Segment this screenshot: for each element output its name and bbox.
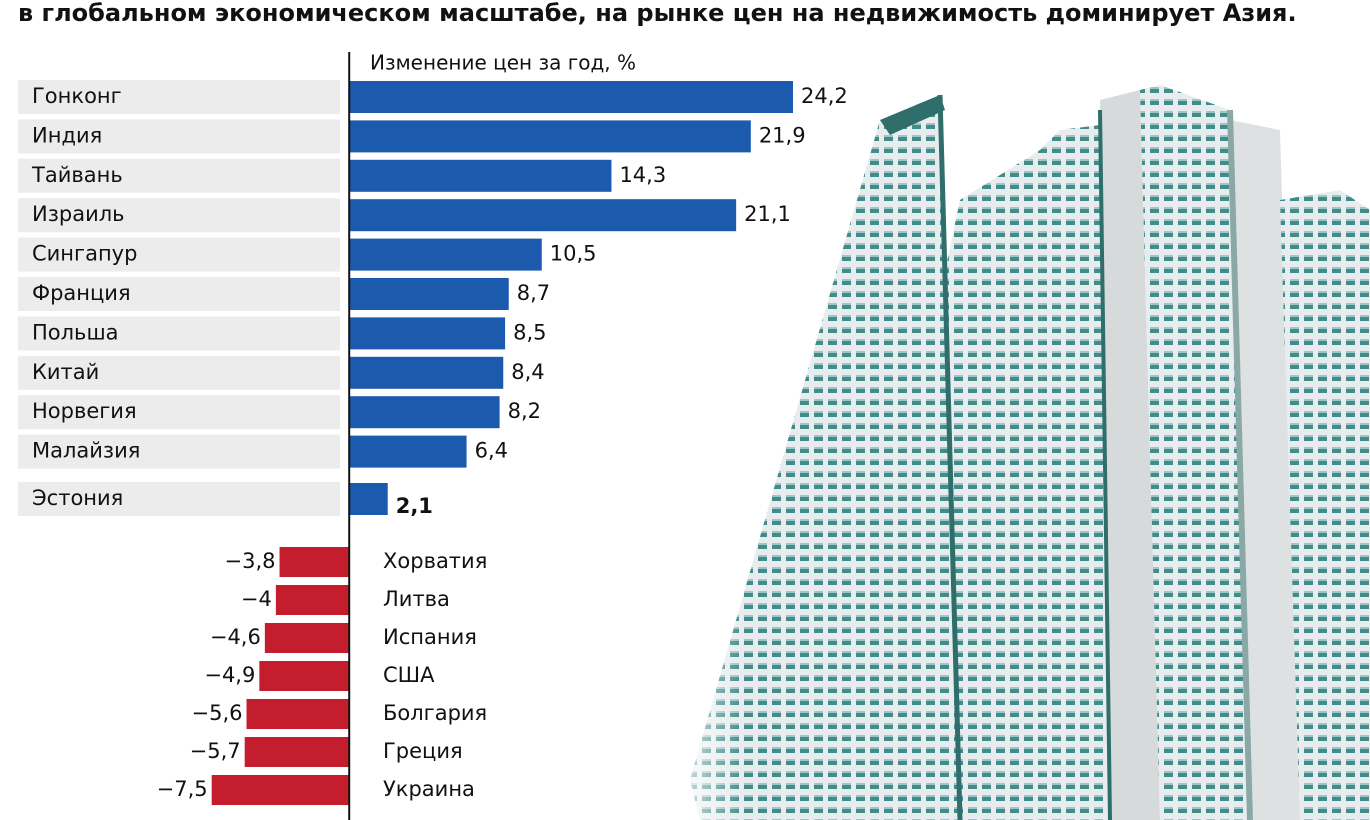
bar <box>259 661 350 691</box>
bar <box>349 278 509 310</box>
bar <box>349 159 612 192</box>
label-band <box>18 355 340 390</box>
bar <box>349 435 467 468</box>
value-label: 6,4 <box>475 439 508 463</box>
bar <box>244 737 350 767</box>
label-band <box>18 198 340 233</box>
bar <box>275 585 350 615</box>
bar <box>349 396 500 429</box>
value-label: −4 <box>241 587 272 611</box>
bar <box>349 120 751 153</box>
value-label: 8,5 <box>513 320 546 344</box>
label-band <box>18 277 340 311</box>
bar <box>349 483 388 515</box>
category-label: США <box>383 663 435 687</box>
label-band <box>18 395 340 430</box>
label-band <box>18 434 340 469</box>
category-label: Израиль <box>32 202 125 226</box>
category-label: Польша <box>32 320 119 344</box>
value-label: 8,7 <box>517 281 550 305</box>
axis-label: Изменение цен за год, % <box>370 51 636 75</box>
value-label: 2,1 <box>396 494 433 518</box>
bar <box>349 356 504 389</box>
value-label: −7,5 <box>157 777 208 801</box>
bar <box>349 199 737 232</box>
bar <box>264 623 350 653</box>
category-label: Сингапур <box>32 242 137 266</box>
category-label: Франция <box>32 281 131 305</box>
value-label: −4,6 <box>210 625 261 649</box>
value-label: 21,1 <box>744 202 791 226</box>
category-label: Украина <box>383 777 475 801</box>
value-label: −4,9 <box>204 663 255 687</box>
value-label: 14,3 <box>619 163 666 187</box>
bar <box>279 547 350 577</box>
value-label: 21,9 <box>759 123 806 147</box>
bar <box>349 317 506 350</box>
label-band <box>18 316 340 351</box>
category-label: Эстония <box>32 486 123 510</box>
value-label: 8,2 <box>508 399 541 423</box>
label-band <box>18 237 340 272</box>
label-band <box>18 119 340 154</box>
category-label: Малайзия <box>32 439 140 463</box>
category-label: Хорватия <box>383 549 487 573</box>
bar <box>246 699 350 729</box>
category-label: Болгария <box>383 701 487 725</box>
bar <box>349 238 542 271</box>
value-label: −5,6 <box>192 701 243 725</box>
value-label: −5,7 <box>190 739 241 763</box>
category-label: Литва <box>383 587 450 611</box>
category-label: Гонконг <box>32 84 122 108</box>
bar <box>211 775 350 805</box>
bar <box>349 81 793 113</box>
chart-title: в глобальном экономическом масштабе, на … <box>18 0 1297 27</box>
label-band <box>18 158 340 193</box>
value-label: 24,2 <box>801 84 848 108</box>
category-label: Норвегия <box>32 399 137 423</box>
category-label: Греция <box>383 739 463 763</box>
label-band <box>18 482 340 516</box>
value-label: 8,4 <box>511 360 544 384</box>
value-label: −3,8 <box>225 549 276 573</box>
category-label: Китай <box>32 360 99 384</box>
category-label: Индия <box>32 123 102 147</box>
buildings-photo <box>660 80 1370 820</box>
category-label: Испания <box>383 625 477 649</box>
category-label: Тайвань <box>31 163 123 187</box>
label-band <box>18 80 340 114</box>
value-label: 10,5 <box>550 242 597 266</box>
